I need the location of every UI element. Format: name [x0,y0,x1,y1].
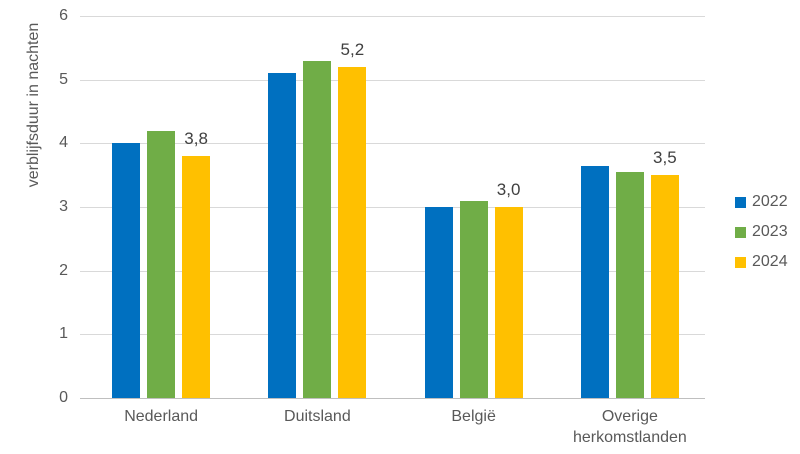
category-label: België [451,408,496,425]
data-label: 5,2 [340,39,365,59]
bar-2022-Nederland [112,143,141,398]
bar-2023-Nederland [147,130,176,398]
legend-label: 2023 [752,223,788,240]
x-axis-line [80,398,705,399]
gridline [80,270,705,272]
bar-2024-België [494,207,523,398]
bar-2024-Duitsland [338,66,367,398]
bar-2022-Duitsland [268,73,297,398]
legend-item-2022: 2022 [735,194,788,210]
gridline [80,334,705,336]
legend-swatch-icon [735,226,746,238]
data-label: 3,8 [184,129,208,149]
bar-2022-Overige herkomstlanden [580,165,609,398]
y-tick-label: 2 [59,261,68,279]
gridline [80,207,705,208]
y-tick-label: 4 [59,134,68,152]
bar-2024-Nederland [182,156,211,398]
bar-2023-België [459,200,488,398]
gridline [80,79,705,81]
y-tick-label: 5 [59,70,68,88]
category-label: Nederland [124,408,199,425]
gridline [80,16,705,17]
data-label: 3,5 [653,148,677,168]
gridline [80,143,705,145]
legend-item-2023: 2023 [735,224,788,240]
category-label: Overige herkomstlanden [572,408,687,446]
legend-item-2024: 2024 [735,254,788,270]
y-tick-label: 6 [59,7,68,24]
legend-label: 2022 [752,193,788,210]
bar-2024-Overige herkomstlanden [650,175,679,398]
bar-2023-Overige herkomstlanden [615,171,644,398]
bar-2023-Duitsland [303,60,332,398]
legend-swatch-icon [735,196,746,208]
legend-swatch-icon [735,256,746,268]
category-label: Duitsland [284,408,351,425]
bar-2022-België [424,207,453,398]
legend-label: 2024 [752,253,788,270]
y-tick-label: 0 [59,389,68,406]
y-tick-label: 1 [59,325,68,343]
y-tick-label: 3 [59,198,68,215]
data-label: 3,0 [496,180,521,199]
y-axis-title: verblijfsduur in nachten [25,22,42,188]
